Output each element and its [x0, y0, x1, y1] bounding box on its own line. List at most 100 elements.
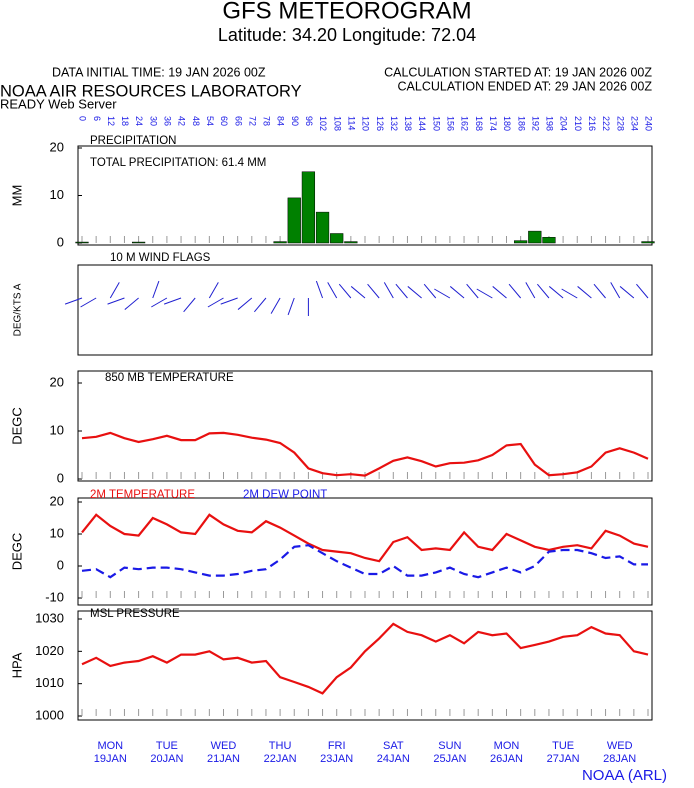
calc-ended: CALCULATION ENDED AT: 29 JAN 2026 00Z [398, 79, 653, 93]
wind-flag [525, 282, 536, 299]
wind-flag [124, 297, 139, 310]
hour-label: 228 [615, 116, 625, 131]
panel-title: 10 M WIND FLAGS [110, 252, 211, 264]
hour-label: 54 [205, 116, 215, 126]
wind-flag [183, 297, 196, 313]
y-tick-label: 20 [50, 139, 64, 154]
date-label: 26JAN [490, 753, 523, 765]
hour-label: 126 [375, 116, 385, 131]
wind-flag [80, 297, 97, 308]
hour-label: 180 [502, 116, 512, 131]
hour-label: 162 [460, 116, 470, 131]
y-tick-label: 1000 [35, 707, 64, 722]
date-label: 28JAN [603, 753, 636, 765]
hour-label: 144 [417, 116, 427, 131]
day-label: TUE [552, 740, 574, 752]
hour-label: 0 [78, 116, 88, 121]
wind-flag [476, 288, 493, 299]
panel-box [77, 497, 653, 606]
date-label: 21JAN [207, 753, 240, 765]
legend-entry: 2M TEMPERATURE [90, 489, 195, 501]
y-tick-label: 1020 [35, 643, 64, 658]
wind-flag [466, 283, 479, 299]
day-label: WED [607, 740, 633, 752]
wind-flag [395, 283, 408, 299]
bar [315, 211, 330, 244]
hour-label: 168 [474, 116, 484, 131]
wind-flag [152, 280, 160, 299]
panel-title: 850 MB TEMPERATURE [105, 372, 234, 384]
bar [287, 197, 301, 244]
wind-flag [367, 283, 380, 299]
hour-label: 66 [233, 116, 243, 126]
wind-flag [220, 297, 238, 305]
wind-flag [237, 297, 253, 310]
wind-flag [492, 286, 507, 299]
y-tick-label: 1030 [35, 610, 64, 625]
y-tick-label: 0 [57, 470, 64, 485]
y-tick-label: 20 [50, 493, 64, 508]
init-time: DATA INITIAL TIME: 19 JAN 2026 00Z [52, 65, 266, 79]
bar [273, 241, 287, 244]
y-axis-label: DEG/KTS A [13, 283, 24, 336]
date-label: 19JAN [94, 753, 127, 765]
wind-flag [423, 283, 437, 299]
hour-label: 174 [488, 116, 498, 131]
hour-label: 6 [92, 116, 102, 121]
wind-flag [636, 283, 649, 299]
hour-label: 156 [446, 116, 456, 131]
hour-label: 60 [219, 116, 229, 126]
hour-label: 132 [389, 116, 399, 131]
bar [131, 241, 146, 244]
bar [75, 241, 89, 244]
wind-flag [619, 286, 635, 299]
hour-label: 12 [106, 116, 116, 126]
bar [514, 240, 528, 244]
panel-title: PRECIPITATION [90, 135, 176, 147]
wind-flag [270, 297, 281, 314]
day-label: SAT [383, 740, 404, 752]
hour-label: 78 [262, 116, 272, 126]
hour-label: 186 [516, 116, 526, 131]
y-tick-label: 10 [50, 187, 64, 202]
hour-label: 210 [573, 116, 583, 131]
y-axis-label: DEGC [9, 407, 24, 445]
day-label: TUE [156, 740, 178, 752]
hour-label: 30 [148, 116, 158, 126]
footer: NOAA (ARL) [582, 767, 667, 784]
wind-flag [315, 280, 324, 299]
wind-flag [253, 297, 267, 313]
hour-label: 216 [587, 116, 597, 131]
panel-box [77, 370, 653, 482]
y-axis-label: HPA [9, 652, 24, 678]
date-label: 23JAN [320, 753, 353, 765]
panel-box [77, 264, 653, 356]
panel-box [77, 610, 653, 721]
hour-label: 192 [530, 116, 540, 131]
y-axis-label: MM [9, 185, 24, 207]
hour-label: 42 [177, 116, 187, 126]
y-tick-label: 0 [57, 234, 64, 249]
legend-entry: 2M DEW POINT [243, 489, 327, 501]
wind-flag [327, 282, 338, 299]
hour-label: 72 [247, 116, 257, 126]
hour-label: 36 [163, 116, 173, 126]
wind-flag [536, 283, 550, 299]
wind-flag [610, 282, 621, 299]
hour-label: 198 [545, 116, 555, 131]
date-label: 22JAN [264, 753, 297, 765]
hour-label: 48 [191, 116, 201, 126]
subtitle: Latitude: 34.20 Longitude: 72.04 [218, 25, 476, 45]
y-tick-label: 1010 [35, 675, 64, 690]
hour-label: 240 [644, 116, 654, 131]
wind-flag [338, 283, 352, 299]
y-tick-label: 10 [50, 422, 64, 437]
bar [542, 237, 556, 244]
hour-label: 120 [361, 116, 371, 131]
wind-flag [577, 286, 592, 299]
data-line [81, 544, 648, 579]
server: READY Web Server [0, 96, 117, 111]
hour-label: 222 [601, 116, 611, 131]
hour-label: 96 [304, 116, 314, 126]
